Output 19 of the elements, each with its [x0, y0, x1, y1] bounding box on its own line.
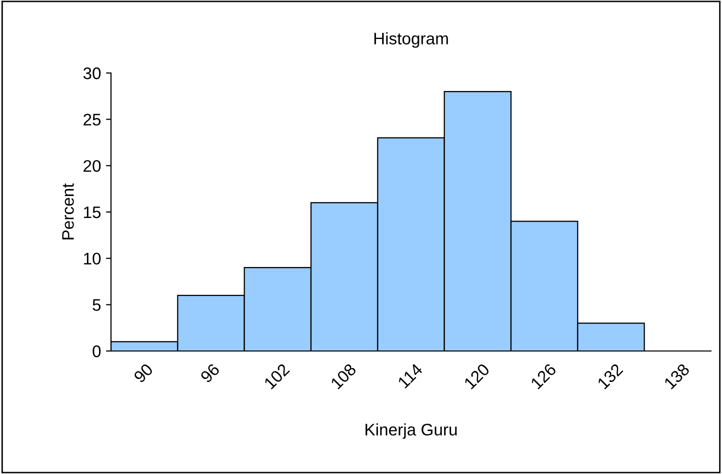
x-tick-label: 90	[133, 362, 154, 384]
x-tick-label: 108	[330, 362, 357, 390]
y-tick-label: 5	[92, 299, 101, 311]
y-tick-label: 30	[83, 67, 101, 80]
x-axis-title: Kinerja Guru	[366, 423, 457, 439]
y-tick-label: 25	[84, 114, 101, 126]
y-tick-label: 0	[92, 345, 101, 358]
x-tick-label: 120	[464, 362, 490, 390]
x-tick-label: 132	[596, 363, 624, 390]
x-tick-label: 126	[530, 362, 557, 390]
y-tick-label: 10	[84, 252, 101, 265]
y-axis-title: Percent	[62, 183, 74, 240]
chart-title: Histogram	[374, 32, 448, 48]
x-tick-label: 114	[397, 362, 424, 389]
y-tick-label: 20	[84, 160, 101, 172]
x-tick-label: 102	[264, 363, 290, 390]
x-tick-label: 138	[664, 362, 690, 390]
x-tick-label: 96	[200, 362, 220, 384]
y-tick-label: 15	[84, 206, 101, 218]
